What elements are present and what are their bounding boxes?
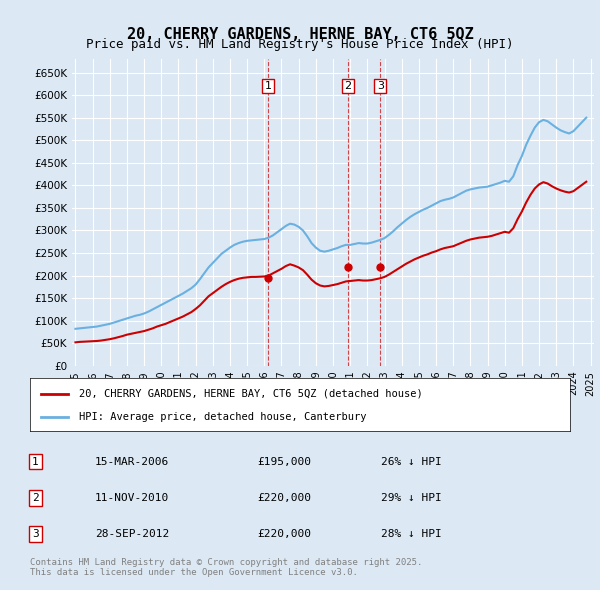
Text: 20, CHERRY GARDENS, HERNE BAY, CT6 5QZ: 20, CHERRY GARDENS, HERNE BAY, CT6 5QZ — [127, 27, 473, 41]
Text: 28% ↓ HPI: 28% ↓ HPI — [381, 529, 442, 539]
Text: 29% ↓ HPI: 29% ↓ HPI — [381, 493, 442, 503]
Text: 2: 2 — [344, 81, 352, 91]
Text: 3: 3 — [32, 529, 39, 539]
Text: 28-SEP-2012: 28-SEP-2012 — [95, 529, 169, 539]
Text: £220,000: £220,000 — [257, 493, 311, 503]
Text: £220,000: £220,000 — [257, 529, 311, 539]
Text: 1: 1 — [265, 81, 271, 91]
Text: £195,000: £195,000 — [257, 457, 311, 467]
Text: 1: 1 — [32, 457, 39, 467]
Text: Price paid vs. HM Land Registry's House Price Index (HPI): Price paid vs. HM Land Registry's House … — [86, 38, 514, 51]
Text: HPI: Average price, detached house, Canterbury: HPI: Average price, detached house, Cant… — [79, 412, 366, 422]
Text: 11-NOV-2010: 11-NOV-2010 — [95, 493, 169, 503]
Text: 2: 2 — [32, 493, 39, 503]
Text: 3: 3 — [377, 81, 384, 91]
Text: 15-MAR-2006: 15-MAR-2006 — [95, 457, 169, 467]
Text: 20, CHERRY GARDENS, HERNE BAY, CT6 5QZ (detached house): 20, CHERRY GARDENS, HERNE BAY, CT6 5QZ (… — [79, 389, 422, 398]
Text: 26% ↓ HPI: 26% ↓ HPI — [381, 457, 442, 467]
Text: Contains HM Land Registry data © Crown copyright and database right 2025.
This d: Contains HM Land Registry data © Crown c… — [30, 558, 422, 577]
